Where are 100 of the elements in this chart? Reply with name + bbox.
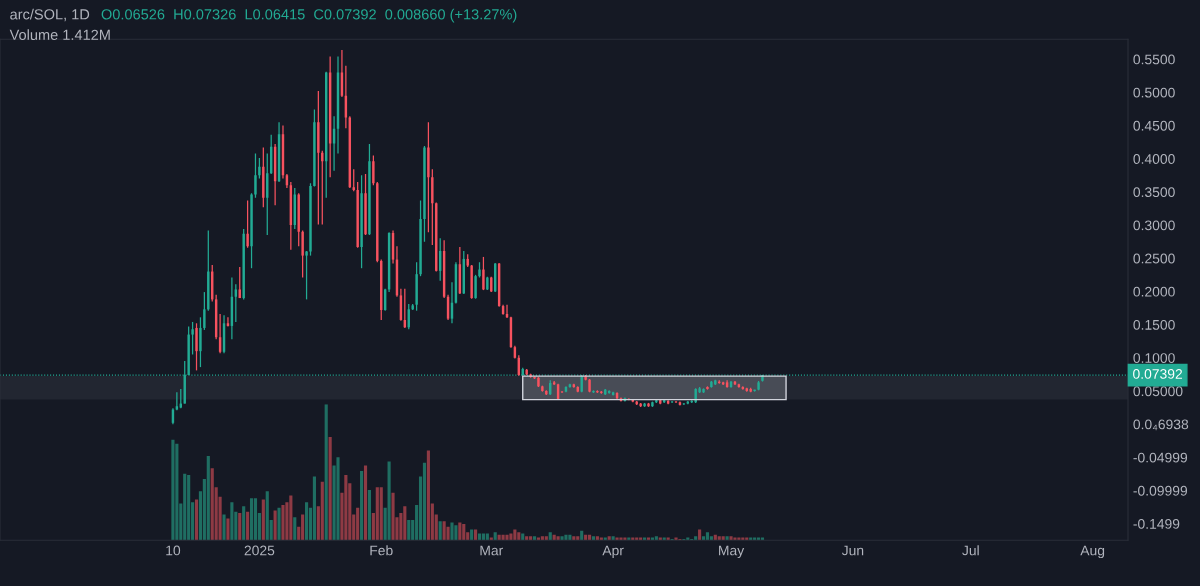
bar bbox=[454, 525, 458, 541]
bar bbox=[481, 533, 485, 541]
bar bbox=[226, 518, 230, 541]
bar bbox=[505, 534, 509, 541]
y-tick-label: 0.2000 bbox=[1133, 286, 1175, 297]
y-tick-label: -0.09999 bbox=[1133, 485, 1188, 496]
candlestick bbox=[199, 316, 202, 368]
candlestick bbox=[702, 387, 705, 394]
bar bbox=[725, 536, 729, 541]
bar bbox=[277, 507, 281, 541]
bar bbox=[729, 536, 733, 541]
y-tick-label: -0.04999 bbox=[1133, 452, 1188, 463]
bar bbox=[422, 462, 427, 541]
candlestick bbox=[706, 385, 709, 391]
annotation: Volume 1.412M bbox=[9, 29, 110, 41]
bar bbox=[529, 536, 533, 541]
bar bbox=[230, 502, 234, 541]
bar bbox=[572, 536, 576, 541]
x-tick-label: Jul bbox=[962, 545, 979, 556]
candlestick bbox=[423, 145, 426, 243]
candlestick bbox=[191, 321, 194, 356]
bar bbox=[556, 536, 560, 541]
bar bbox=[591, 536, 596, 541]
bar bbox=[462, 523, 466, 541]
bar bbox=[187, 475, 191, 541]
bar bbox=[438, 521, 442, 541]
y-tick-label: 0.1500 bbox=[1133, 319, 1175, 330]
bar bbox=[509, 533, 513, 541]
chart-title: arc/SOL, 1D bbox=[10, 8, 90, 22]
bar bbox=[360, 470, 364, 541]
bar bbox=[607, 536, 611, 541]
bar bbox=[379, 487, 383, 541]
bar bbox=[709, 536, 713, 541]
y-tick-label: 0.05000 bbox=[1133, 386, 1183, 397]
bar bbox=[367, 489, 372, 541]
candlestick bbox=[592, 389, 595, 394]
bar bbox=[532, 536, 537, 541]
x-tick-label: Feb bbox=[370, 545, 393, 556]
candlestick bbox=[203, 291, 206, 331]
bar bbox=[458, 522, 462, 541]
bar bbox=[375, 487, 379, 541]
bar bbox=[281, 504, 285, 541]
bar bbox=[513, 529, 517, 541]
bar bbox=[261, 499, 265, 541]
bar bbox=[246, 511, 250, 541]
candlestick bbox=[419, 199, 422, 277]
bar bbox=[560, 536, 564, 541]
bar bbox=[253, 498, 258, 541]
y-tick-label: 0.4500 bbox=[1133, 120, 1175, 131]
bar bbox=[701, 536, 706, 541]
bar bbox=[493, 532, 497, 541]
y-tick-label: 0.0₄6938 bbox=[1133, 419, 1189, 431]
y-tick-label: 0.4000 bbox=[1133, 154, 1175, 164]
bar bbox=[525, 536, 529, 541]
bar bbox=[698, 529, 702, 541]
x-tick-label: Aug bbox=[1080, 545, 1105, 559]
bar bbox=[363, 465, 368, 541]
candlestick bbox=[254, 152, 257, 199]
bar bbox=[548, 532, 552, 541]
candlestick bbox=[360, 174, 363, 269]
bar bbox=[477, 533, 482, 541]
bar bbox=[242, 506, 246, 541]
bar bbox=[595, 536, 599, 541]
candlestick bbox=[368, 143, 371, 236]
bar bbox=[324, 404, 328, 541]
candlestick bbox=[321, 150, 324, 226]
bar bbox=[474, 529, 478, 541]
candlestick bbox=[305, 250, 308, 301]
x-tick-label: Mar bbox=[480, 545, 504, 556]
candlestick bbox=[757, 380, 760, 391]
bar bbox=[387, 461, 391, 541]
candlestick bbox=[651, 400, 654, 408]
bar bbox=[442, 521, 446, 541]
bar bbox=[576, 536, 580, 541]
bar bbox=[721, 536, 725, 541]
bar bbox=[580, 530, 584, 541]
y-tick-label: 0.5500 bbox=[1133, 54, 1175, 65]
candlestick bbox=[309, 182, 312, 257]
bar bbox=[222, 514, 226, 541]
bar bbox=[407, 519, 411, 541]
candlestick bbox=[313, 108, 316, 188]
candlestick bbox=[596, 389, 599, 394]
bar bbox=[320, 481, 324, 541]
candlestick bbox=[364, 173, 367, 236]
bar bbox=[517, 532, 521, 541]
candlestick bbox=[588, 378, 591, 393]
y-tick-label: 0.3500 bbox=[1133, 187, 1175, 198]
y-tick-label: 0.1000 bbox=[1133, 353, 1175, 363]
x-tick-label: 2025 bbox=[244, 545, 275, 556]
bar bbox=[705, 532, 710, 541]
y-tick-label: 0.2500 bbox=[1133, 253, 1175, 264]
candlestick bbox=[372, 154, 375, 186]
bar bbox=[312, 476, 316, 541]
bar bbox=[249, 498, 254, 541]
bar bbox=[564, 534, 568, 541]
bar bbox=[521, 533, 525, 541]
bar bbox=[391, 492, 395, 541]
y-tick-label: 0.3000 bbox=[1133, 220, 1175, 231]
bar bbox=[171, 439, 175, 541]
candlestick bbox=[301, 229, 304, 279]
